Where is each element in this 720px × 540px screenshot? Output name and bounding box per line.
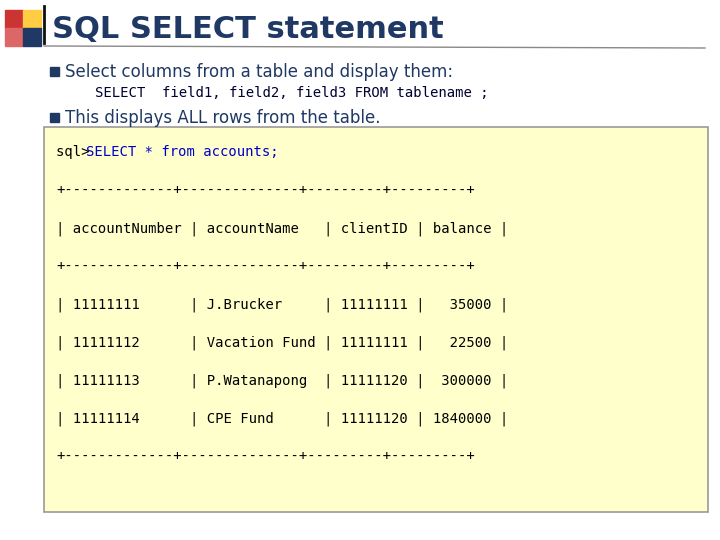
Bar [50, 67, 59, 76]
Text: +-------------+--------------+---------+---------+: +-------------+--------------+---------+… [56, 259, 474, 273]
Text: SQL SELECT statement: SQL SELECT statement [52, 15, 444, 44]
Text: This displays ALL rows from the table.: This displays ALL rows from the table. [65, 109, 380, 127]
Bar [23, 28, 41, 46]
Bar [23, 10, 41, 28]
Text: | 11111113      | P.Watanapong  | 11111120 |  300000 |: | 11111113 | P.Watanapong | 11111120 | 3… [56, 373, 508, 388]
Text: SELECT  field1, field2, field3 FROM tablename ;: SELECT field1, field2, field3 FROM table… [95, 86, 489, 100]
FancyBboxPatch shape [44, 127, 708, 512]
Text: | accountNumber | accountName   | clientID | balance |: | accountNumber | accountName | clientID… [56, 221, 508, 235]
Text: +-------------+--------------+---------+---------+: +-------------+--------------+---------+… [56, 183, 474, 197]
Bar [50, 113, 59, 122]
Bar [5, 28, 23, 46]
Text: +-------------+--------------+---------+---------+: +-------------+--------------+---------+… [56, 449, 474, 463]
Text: Select columns from a table and display them:: Select columns from a table and display … [65, 63, 453, 81]
Bar [5, 10, 23, 28]
Text: SELECT * from accounts;: SELECT * from accounts; [86, 145, 279, 159]
Text: | 11111114      | CPE Fund      | 11111120 | 1840000 |: | 11111114 | CPE Fund | 11111120 | 18400… [56, 411, 508, 426]
Text: | 11111112      | Vacation Fund | 11111111 |   22500 |: | 11111112 | Vacation Fund | 11111111 | … [56, 335, 508, 349]
Text: | 11111111      | J.Brucker     | 11111111 |   35000 |: | 11111111 | J.Brucker | 11111111 | 3500… [56, 297, 508, 312]
Text: sql>: sql> [56, 145, 98, 159]
